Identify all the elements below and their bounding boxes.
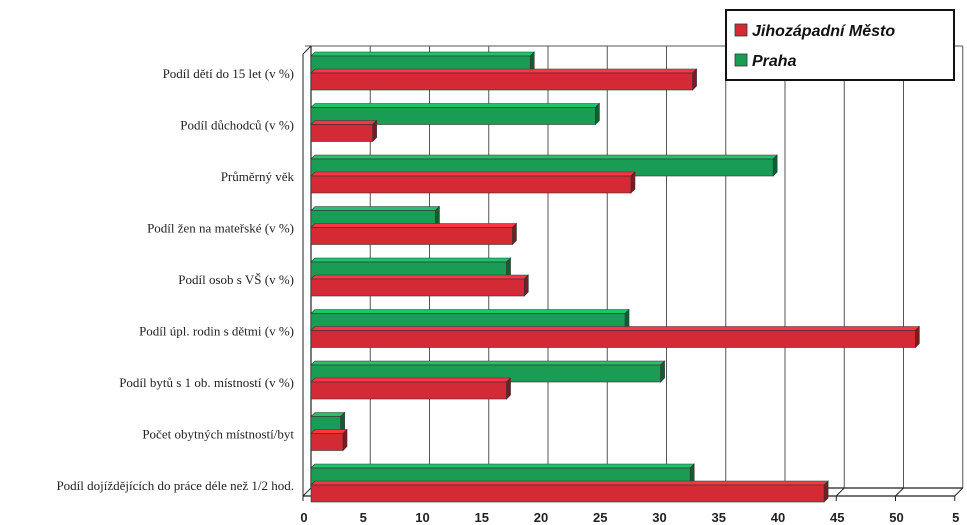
- category-label: Počet obytných místností/byt: [142, 427, 294, 442]
- legend-swatch-jihozapadni-mesto: [734, 23, 748, 37]
- category-label: Průměrný věk: [221, 169, 295, 184]
- x-tick-label: 50: [889, 510, 903, 525]
- bar-praha: [310, 102, 601, 126]
- x-tick-labels: 0 5 10 15 20 25 30 35 40 45 50 5: [300, 510, 959, 525]
- x-tick-label: 35: [712, 510, 726, 525]
- bar-jihozapadni-mesto: [310, 480, 829, 503]
- legend: Jihozápadní Město Praha: [725, 9, 955, 81]
- category-label: Podíl dojíždějících do práce déle než 1/…: [56, 478, 294, 493]
- axis-corner-top: [302, 45, 312, 55]
- category-label: Podíl bytů s 1 ob. místností (v %): [119, 375, 294, 390]
- bar-jihozapadni-mesto: [310, 119, 378, 143]
- x-tick-label: 45: [830, 510, 844, 525]
- bar-jihozapadni-mesto: [310, 274, 530, 297]
- category-label: Podíl důchodců (v %): [180, 118, 294, 133]
- x-tick-label: 30: [652, 510, 666, 525]
- x-tick-label: 25: [593, 510, 607, 525]
- legend-label-jihozapadni-mesto: Jihozápadní Město: [752, 23, 895, 40]
- floor-line: [954, 487, 964, 497]
- gridlines: [305, 45, 964, 488]
- x-tick-label: 10: [415, 510, 429, 525]
- bar-jihozapadni-mesto: [310, 377, 512, 400]
- category-label: Podíl osob s VŠ (v %): [178, 272, 294, 287]
- x-tick-label: 15: [475, 510, 489, 525]
- x-tick-label: 20: [534, 510, 548, 525]
- floor-line: [835, 487, 845, 497]
- category-labels: Podíl dětí do 15 let (v %) Podíl důchodců…: [56, 66, 294, 493]
- category-label: Podíl dětí do 15 let (v %): [163, 66, 294, 81]
- category-label: Podíl žen na mateřské (v %): [147, 221, 294, 236]
- bar-jihozapadni-mesto: [310, 325, 921, 349]
- bars: [310, 51, 921, 503]
- x-tick-label: 5: [360, 510, 367, 525]
- legend-swatch-praha: [734, 53, 748, 67]
- legend-label-praha: Praha: [752, 53, 797, 70]
- bar-jihozapadni-mesto: [310, 171, 636, 194]
- bar-jihozapadni-mesto: [310, 68, 698, 91]
- x-tick-label: 40: [771, 510, 785, 525]
- x-tick-label: 5: [952, 510, 959, 525]
- floor-line: [302, 487, 312, 497]
- x-tick-label: 0: [300, 510, 307, 525]
- bar-jihozapadni-mesto: [310, 428, 348, 452]
- floor-line: [895, 487, 904, 497]
- bar-jihozapadni-mesto: [310, 222, 518, 246]
- legend-box: [725, 9, 955, 81]
- category-label: Podíl úpl. rodin s dětmi (v %): [139, 324, 294, 339]
